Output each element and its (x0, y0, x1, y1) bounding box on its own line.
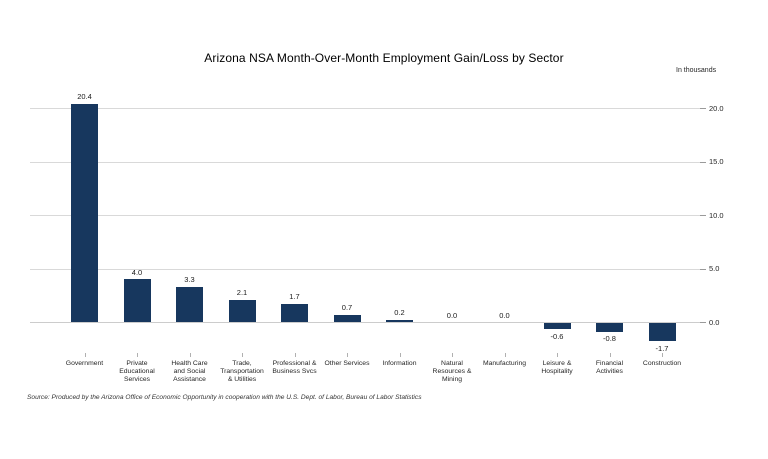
category-tick (294, 353, 296, 357)
chart-title: Arizona NSA Month-Over-Month Employment … (204, 51, 564, 65)
category-label: Professional & Business Svcs (257, 360, 333, 376)
y-axis-tick (700, 322, 706, 323)
y-tick-label: 0.0 (709, 317, 720, 327)
category-label-line: Professional & (272, 360, 317, 367)
category-tick (84, 353, 86, 357)
bar-private-educational-services (123, 279, 151, 322)
gridline (30, 268, 700, 270)
category-label-line: Natural (441, 360, 463, 367)
category-label-line: Health Care (171, 360, 208, 367)
category-label: Trade, Transportation & Utilities (204, 360, 280, 385)
bar-value-label: 0.0 (499, 310, 510, 320)
category-label-line: Assistance (173, 376, 206, 384)
category-label-line: Construction (642, 360, 682, 367)
category-label-line: and Social (173, 368, 206, 376)
category-label-line: Resources & (432, 368, 472, 376)
category-label-line: Services (123, 376, 151, 384)
category-tick (347, 353, 348, 357)
category-tick (242, 353, 243, 357)
y-axis-tick (700, 108, 706, 109)
category-label-line: Activities (596, 368, 623, 376)
category-label-line: Information (382, 360, 417, 367)
bar-value-label: 1.7 (289, 292, 300, 302)
category-label: Construction (624, 360, 700, 368)
category-label-line: Private (126, 360, 148, 367)
category-label: Leisure & Hospitality (519, 360, 595, 376)
category-label-line: Hospitality (541, 368, 573, 376)
bar-value-label: 4.0 (131, 267, 143, 277)
category-label: Natural Resources & Mining (414, 360, 490, 385)
bar-construction (648, 323, 676, 342)
bar-professional-business-svcs (281, 303, 308, 322)
category-tick (662, 353, 663, 357)
bar-other-services (333, 314, 361, 322)
y-tick-label: 15.0 (709, 157, 724, 166)
bar-information (386, 319, 413, 322)
bar-trade-transportation-utilities (228, 299, 256, 322)
bar-value-label: 2.1 (236, 288, 248, 298)
category-label: Manufacturing (467, 360, 543, 368)
bar-value-label: 0.2 (394, 308, 405, 318)
category-label-line: Manufacturing (482, 360, 527, 367)
category-tick (189, 353, 191, 357)
category-label-line: Other Services (324, 360, 370, 367)
category-tick (557, 353, 558, 357)
y-tick-label: 20.0 (709, 103, 724, 113)
category-tick (609, 353, 611, 357)
y-axis-tick (700, 268, 706, 270)
gridline (30, 161, 700, 163)
category-label: Health Care and Social Assistance (152, 360, 228, 385)
category-label-line: Mining (441, 376, 463, 384)
category-label: Other Services (309, 360, 385, 368)
category-label: Private Educational Services (99, 360, 175, 385)
bar-value-label: 3.3 (184, 275, 195, 285)
category-label-line: Financial (595, 360, 624, 367)
bar-value-label: 0.0 (446, 310, 458, 320)
bar-value-label: 0.7 (341, 303, 353, 312)
y-tick-label: 10.0 (709, 210, 724, 220)
y-axis-tick (700, 215, 706, 216)
category-label-line: Business Svcs (272, 368, 317, 376)
category-label-line: Educational (119, 368, 155, 376)
category-label-line: Transportation (220, 368, 264, 376)
category-label: Government (47, 360, 123, 368)
category-label: Information (362, 360, 438, 368)
bar-health-care-and-social-assistance (176, 286, 203, 322)
gridline (30, 215, 700, 216)
category-tick (137, 353, 138, 357)
category-label-line: Government (65, 360, 104, 367)
bar-value-label: 20.4 (77, 92, 92, 102)
category-tick (452, 353, 453, 357)
category-tick (504, 353, 506, 357)
category-label: Financial Activities (572, 360, 648, 376)
category-label-line: Trade, (232, 360, 252, 367)
bar-leisure-hospitality (543, 323, 571, 330)
bar-value-label: -0.8 (603, 334, 616, 344)
y-tick-label: 5.0 (709, 264, 720, 273)
source-note: Source: Produced by the Arizona Office o… (27, 394, 422, 401)
bar-financial-activities (596, 323, 623, 332)
y-axis-units-label: In thousands (676, 67, 717, 74)
bar-government (71, 103, 98, 322)
category-label-line: & Utilities (227, 376, 257, 384)
bar-value-label: -0.6 (550, 331, 564, 341)
y-axis-tick (700, 161, 706, 163)
gridline (30, 108, 700, 109)
bar-value-label: -1.7 (655, 343, 669, 353)
category-tick (399, 353, 401, 357)
category-label-line: Leisure & (542, 360, 572, 367)
gridline (30, 322, 700, 323)
